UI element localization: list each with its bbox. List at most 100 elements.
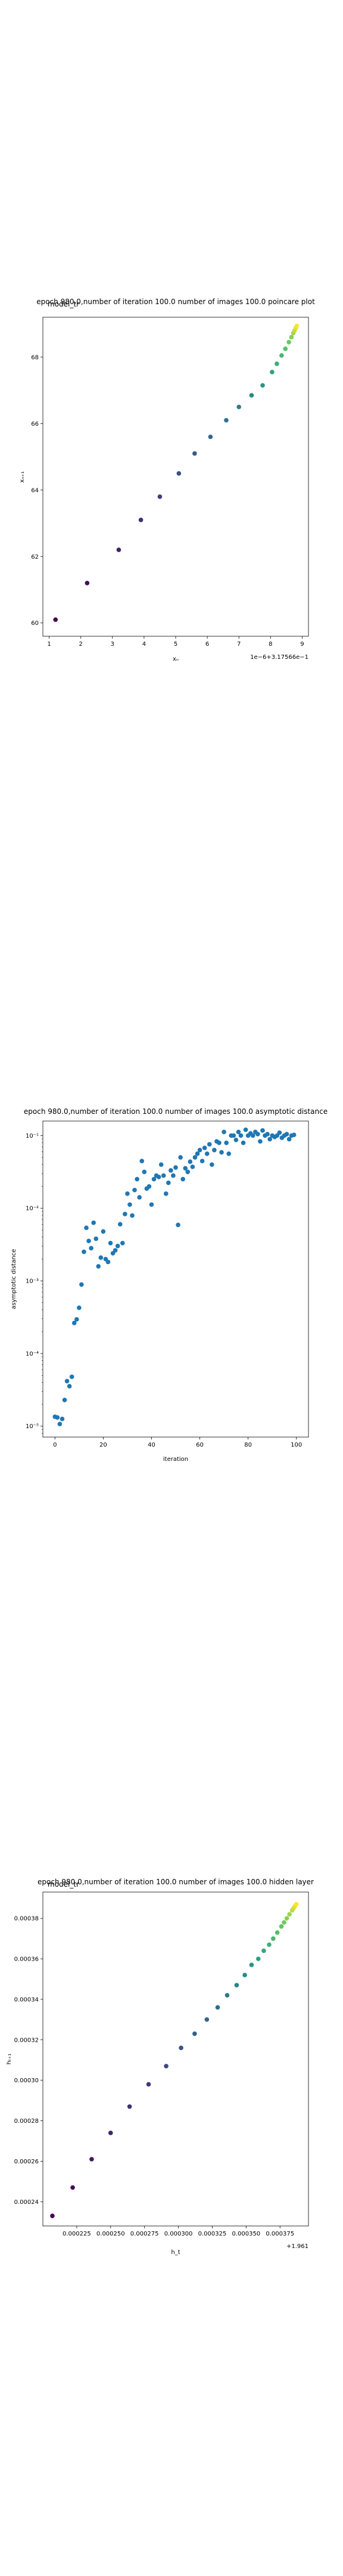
data-point xyxy=(284,1132,289,1137)
data-point xyxy=(267,1137,272,1142)
data-point xyxy=(169,1168,173,1173)
x-tick-label: 3 xyxy=(111,641,114,648)
x-tick-label: 0.000300 xyxy=(164,2231,193,2237)
data-point xyxy=(249,1962,254,1967)
data-point xyxy=(256,1956,261,1961)
x-axis-label: iteration xyxy=(163,1456,188,1463)
overlapping-title: model_tr xyxy=(48,300,79,308)
data-point xyxy=(93,1236,98,1241)
data-point xyxy=(199,1159,205,1163)
y-tick-label: 0.00034 xyxy=(14,1996,39,2003)
data-point xyxy=(215,2005,220,2010)
y-tick-label: 68 xyxy=(31,354,39,361)
y-ticks: 0.00024 0.00026 0.00028 0.00030 0.00032 0.000… xyxy=(14,1916,43,2206)
x-ticks: 1 2 3 4 5 6 7 8 9 xyxy=(47,636,304,648)
data-point xyxy=(212,1147,217,1153)
data-point xyxy=(234,1983,239,1987)
data-point xyxy=(176,471,182,476)
data-point xyxy=(217,1140,222,1145)
data-point xyxy=(265,1132,270,1137)
data-point xyxy=(195,1151,200,1156)
data-point xyxy=(151,1176,157,1182)
data-point xyxy=(96,1264,101,1269)
plot-area xyxy=(42,1120,309,1438)
data-point xyxy=(180,1176,185,1182)
plot-area xyxy=(42,1891,309,2227)
axis-offset-text: 1e−6+3.17566e−1 xyxy=(250,654,308,661)
data-point xyxy=(270,370,275,374)
data-point xyxy=(242,1973,247,1977)
x-tick-label: 0.000275 xyxy=(130,2231,159,2237)
data-point xyxy=(77,1305,82,1310)
x-tick-label: 4 xyxy=(142,641,146,648)
y-ticks: 60 62 64 66 68 xyxy=(31,354,43,627)
data-point xyxy=(197,1147,202,1153)
data-point xyxy=(135,1176,139,1182)
data-point xyxy=(282,1920,286,1925)
data-point xyxy=(183,1166,188,1171)
hidden-layer-chart: epoch 980.0,number of iteration 100.0 nu… xyxy=(6,1878,314,2256)
data-point xyxy=(275,1930,280,1935)
data-point xyxy=(89,1246,93,1251)
data-point xyxy=(179,2045,183,2051)
data-point xyxy=(91,1220,96,1225)
data-point xyxy=(137,1195,142,1200)
data-point xyxy=(74,1317,79,1322)
data-point xyxy=(146,2082,151,2087)
y-tick-label: 62 xyxy=(31,554,39,561)
data-point xyxy=(71,1320,77,1326)
data-point xyxy=(190,1164,195,1169)
data-point xyxy=(224,1993,230,1998)
data-point xyxy=(222,1129,226,1135)
data-point xyxy=(84,1225,89,1230)
data-point xyxy=(158,1162,164,1167)
x-tick-label: 1 xyxy=(47,641,51,648)
y-tick-label: 0.00030 xyxy=(14,2077,39,2084)
y-tick-label: 64 xyxy=(31,487,39,494)
y-tick-label: 0.00024 xyxy=(14,2199,39,2206)
data-point xyxy=(98,1255,104,1260)
data-point xyxy=(142,1169,147,1175)
data-point xyxy=(267,1942,272,1948)
data-point xyxy=(123,1212,127,1216)
y-tick-label: 66 xyxy=(31,421,39,428)
x-tick-label: 0.000325 xyxy=(198,2231,227,2237)
data-point xyxy=(164,2064,169,2069)
x-tick-label: 20 xyxy=(99,1442,107,1448)
data-point xyxy=(132,1187,137,1193)
data-point xyxy=(192,1155,198,1160)
data-point xyxy=(176,1222,180,1228)
x-tick-label: 0.000250 xyxy=(96,2231,125,2237)
data-point xyxy=(260,383,265,388)
x-tick-label: 6 xyxy=(205,641,209,648)
data-point xyxy=(116,547,121,552)
data-point xyxy=(163,1191,169,1196)
x-tick-label: 5 xyxy=(174,641,177,648)
y-tick-label: 0.00032 xyxy=(14,2037,39,2044)
data-point xyxy=(250,1133,255,1138)
y-axis-label: asymptotic distance xyxy=(11,1249,17,1309)
y-tick-label: 0.00036 xyxy=(14,1956,39,1963)
data-point xyxy=(69,1374,74,1379)
data-point xyxy=(67,1383,72,1389)
data-point xyxy=(115,1243,120,1249)
x-ticks: 0 20 40 60 80 100 xyxy=(53,1437,302,1448)
data-point xyxy=(139,1159,145,1163)
data-point xyxy=(204,2017,210,2022)
data-point xyxy=(70,2185,75,2190)
data-point xyxy=(224,417,229,423)
y-tick-label: 0.00026 xyxy=(14,2159,39,2165)
x-tick-label: 0.000225 xyxy=(63,2231,91,2237)
asymptotic-distance-chart: epoch 980.0,number of iteration 100.0 nu… xyxy=(11,1107,328,1463)
data-point xyxy=(275,361,279,366)
x-axis-label: xₙ xyxy=(173,656,179,662)
data-point xyxy=(192,2031,197,2036)
data-point xyxy=(125,1191,130,1196)
data-point xyxy=(279,1924,284,1929)
x-ticks: 0.000225 0.000250 0.000275 0.000300 0.000325… xyxy=(63,2226,294,2237)
data-point xyxy=(60,1416,65,1422)
x-tick-label: 0.000375 xyxy=(266,2231,294,2237)
x-tick-label: 8 xyxy=(269,641,272,648)
data-point xyxy=(233,1137,239,1143)
y-tick-label: 10⁻⁴ xyxy=(26,1351,39,1357)
